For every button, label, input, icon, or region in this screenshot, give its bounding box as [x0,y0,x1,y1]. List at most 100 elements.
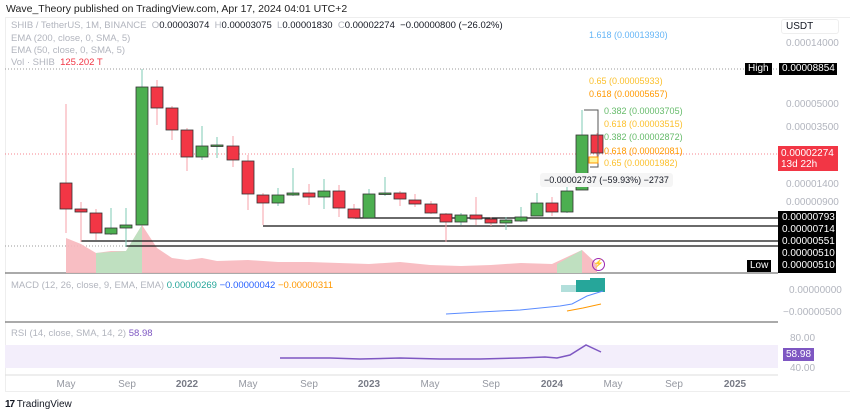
macd-tick: 0.00000000 [789,285,842,296]
measure-bracket [584,109,599,168]
volume-area-up [96,225,142,273]
candle-body [424,203,438,214]
low-badge-label: Low [747,260,772,272]
candle-body [89,212,103,234]
macd-tick: −0.00000500 [783,307,842,318]
candle-body [241,160,255,195]
candle-body [484,218,498,224]
fib-1618[interactable]: 1.618 (0.00013930) [589,30,668,40]
tradingview-logo-icon: 17 [5,399,15,410]
rsi-badge: 58.98 [783,348,815,361]
low-label: L [277,20,283,31]
time-tick: Sep [482,379,500,390]
macd-line [445,290,604,315]
time-tick: Sep [300,379,318,390]
low-badge-value: 0.00000510 [782,260,835,271]
volume-legend[interactable]: Vol · SHIB 125.202 T [11,57,103,68]
macd-signal-value: −0.00000311 [277,280,334,291]
volume-area [66,225,597,273]
candle-body [362,193,376,219]
candle-body [560,190,574,213]
candle-body [210,144,224,147]
currency-button[interactable]: USDT [781,19,839,34]
candle-body [226,145,240,161]
rsi-legend[interactable]: RSI (14, close, SMA, 14, 2) 58.98 [11,328,153,339]
candle-body [165,107,179,131]
price-tick: 0.00005000 [786,99,839,110]
macd-signal-line [566,303,602,312]
rsi-band [5,345,778,368]
candle-body [286,192,300,196]
time-tick: May [238,379,258,390]
time-tick: May [603,379,623,390]
high-value: 0.00003075 [221,20,272,31]
candle-body [393,192,407,200]
price-tick: 0.00000900 [786,197,839,208]
macd-label: MACD (12, 26, close, 9, EMA, EMA) [11,280,165,291]
macd-histogram-bar [561,285,576,292]
time-tick: May [56,379,76,390]
price-tick: 0.00001400 [786,179,839,190]
candle-body [469,214,483,220]
macd-histogram-bar [590,278,605,292]
level-label: 0.00000714 [782,224,835,235]
change-value: −0.00000800 (−26.02%) [400,20,503,31]
open-label: O [151,20,160,31]
rsi-label: RSI (14, close, SMA, 14, 2) [11,328,127,339]
candle-body [104,227,118,235]
candle-body [332,190,346,209]
open-value: 0.00003074 [159,20,210,31]
candle-body [271,194,285,204]
candle-body [150,86,164,109]
candle-body [195,145,209,158]
low-value: 0.00001830 [282,20,333,31]
candle-body [514,216,528,222]
current-price-badge: 0.00002274 13d 22h [778,146,838,171]
level-label: 0.00000551 [782,236,835,247]
level-label: 0.00000793 [782,212,835,223]
fib-065-b[interactable]: 0.65 (0.00001982) [604,158,678,168]
price-tick: 0.00003500 [786,122,839,133]
time-tick: 2022 [175,379,199,390]
volume-value: 125.202 T [60,57,103,68]
close-value: 0.00002274 [344,20,395,31]
close-label: C [337,20,345,31]
ema200-legend[interactable]: EMA (200, close, 0, SMA, 5) [11,33,131,44]
lightning-icon[interactable]: ⚡ [592,258,605,271]
bar-countdown: 13d 22h [781,159,818,170]
time-tick: 2024 [540,379,564,390]
volume-area-up [557,250,582,273]
price-tick: 0.00014000 [786,38,839,49]
time-tick: 2025 [723,379,747,390]
macd-legend[interactable]: MACD (12, 26, close, 9, EMA, EMA) 0.0000… [11,280,333,291]
fib-0382[interactable]: 0.382 (0.00003705) [604,106,683,116]
ema50-legend[interactable]: EMA (50, close, 0, SMA, 5) [11,45,126,56]
high-badge-label: High [745,63,772,75]
candle-body [302,192,316,198]
candle-body [347,208,361,219]
fib-0382-b[interactable]: 0.382 (0.00002872) [604,132,683,142]
high-label: H [214,20,222,31]
candle-body [256,194,270,204]
candle-body [590,134,604,154]
fib-0618-b[interactable]: 0.618 (0.00003515) [604,119,683,129]
candle-body [454,214,468,223]
candle-body [408,199,422,205]
levels-stack [778,211,836,273]
candle-body [59,182,73,210]
candle-body [317,190,331,198]
time-tick: Sep [665,379,683,390]
candle-body [74,208,88,213]
symbol-name[interactable]: SHIB / TetherUS, 1M, BINANCE [11,20,147,31]
fib-0618-c[interactable]: 0.618 (0.00002081) [604,146,683,156]
candle-body [135,86,149,226]
candle-body [499,219,513,224]
rsi-legend-value: 58.98 [128,328,153,339]
rsi-line [280,344,602,360]
candle-body [378,192,392,195]
brand-name: TradingView [16,399,72,410]
fib-0618[interactable]: 0.618 (0.00005657) [589,89,668,99]
fib-065[interactable]: 0.65 (0.00005933) [589,76,663,86]
brand-footer[interactable]: 17 TradingView [5,399,72,410]
